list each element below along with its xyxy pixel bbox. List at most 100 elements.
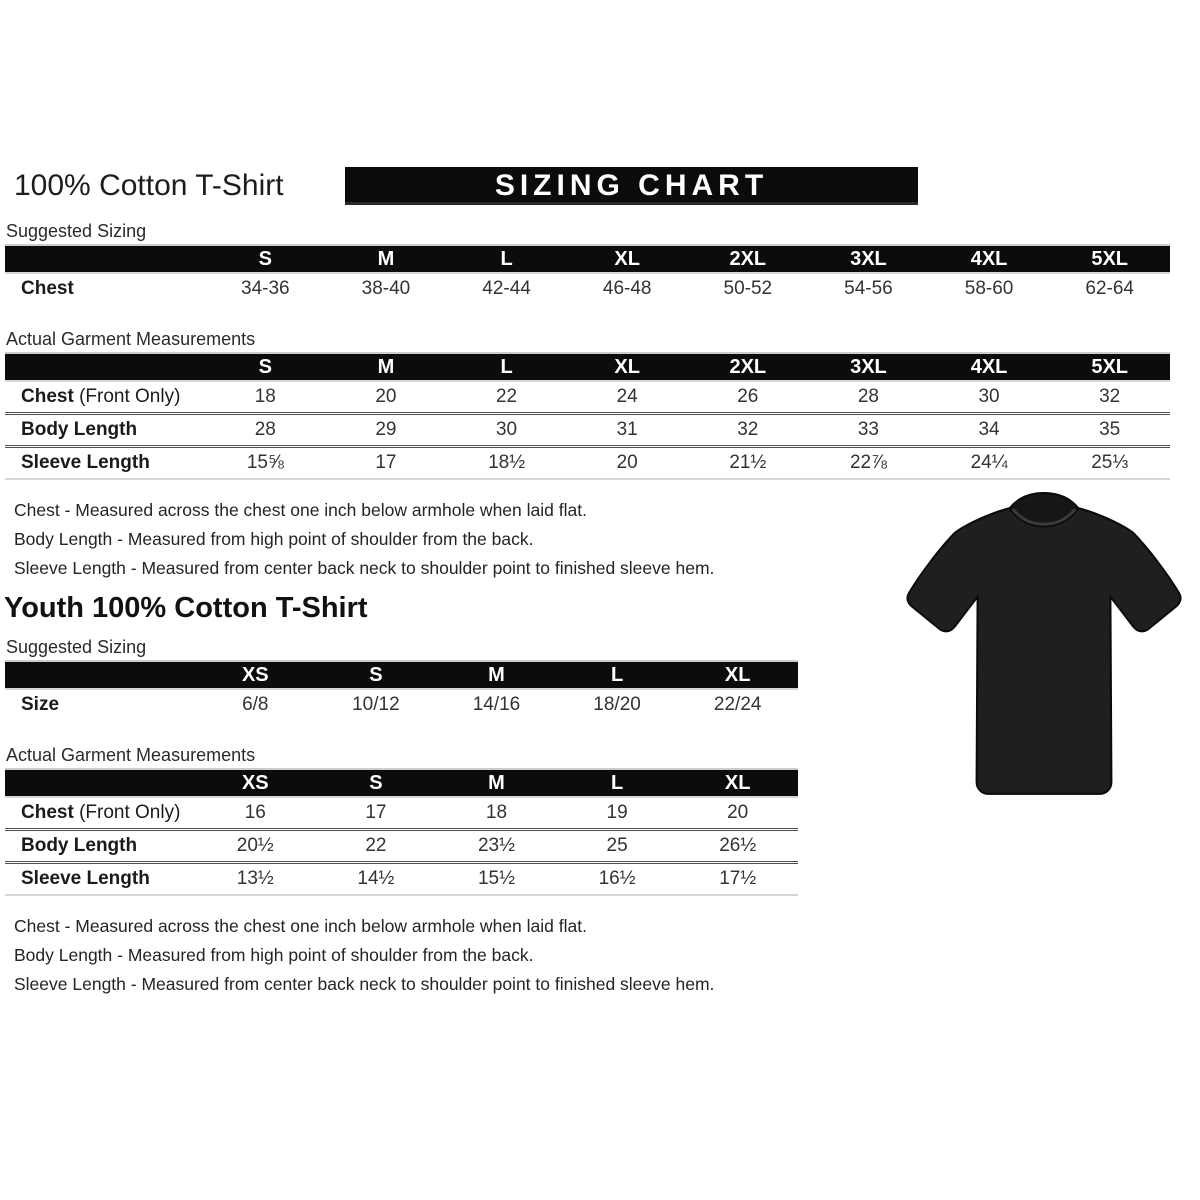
- table-cell: 25⅓: [1049, 445, 1170, 479]
- table-cell: 50-52: [723, 278, 773, 299]
- column-header: 5XL: [1049, 245, 1170, 274]
- table-cell: 16½: [556, 861, 678, 895]
- table-cell: 18/20: [593, 694, 641, 715]
- column-header: S: [315, 661, 437, 690]
- table-row: Sleeve Length 13½ 14½ 15½ 16½ 17½: [5, 861, 798, 895]
- youth-suggested-sizing-table: XS S M L XL Size 6/8 10/12 14/16 18/20 22/24: [5, 660, 798, 720]
- table-cell: 24: [616, 386, 638, 407]
- row-label: Chest: [21, 278, 74, 299]
- column-header: XL: [566, 245, 688, 274]
- table-cell: 58-60: [964, 278, 1014, 299]
- youth-section-title: Youth 100% Cotton T-Shirt: [4, 592, 368, 624]
- table-cell: 34: [928, 412, 1050, 447]
- table-cell: 20½: [195, 828, 316, 863]
- column-header: 5XL: [1049, 353, 1170, 382]
- note-line: Body Length - Measured from high point o…: [14, 945, 534, 965]
- table-row: Chest (Front Only) 18 20 22 24 26 28 30 32: [5, 381, 1170, 414]
- column-header: XL: [677, 769, 798, 798]
- table-row: Sleeve Length 15⅝ 17 18½ 20 21½ 22⅞ 24¼ 25⅓: [5, 445, 1170, 479]
- row-label: Body Length: [5, 828, 195, 863]
- page-title: 100% Cotton T-Shirt: [14, 169, 284, 202]
- table-cell: 22/24: [713, 694, 762, 715]
- column-header: L: [446, 353, 567, 382]
- column-header: XS: [195, 661, 316, 690]
- row-label: Sleeve Length: [5, 445, 205, 479]
- column-header: L: [556, 661, 678, 690]
- tshirt-seam-right: [1109, 596, 1135, 628]
- adult-suggested-sizing-label: Suggested Sizing: [6, 221, 147, 241]
- table-cell: 20: [375, 386, 397, 407]
- table-cell: 54-56: [844, 278, 893, 299]
- table-cell: 32: [687, 412, 809, 447]
- table-cell: 30: [446, 412, 567, 447]
- header-row: 100% Cotton T-Shirt SIZING CHART: [0, 167, 1200, 209]
- header-row: S M L XL 2XL 3XL 4XL 5XL: [5, 245, 1170, 274]
- corner-cell: [5, 353, 205, 382]
- note-line: Body Length - Measured from high point o…: [14, 529, 534, 549]
- adult-measurement-notes: Chest - Measured across the chest one in…: [14, 496, 1200, 583]
- table-cell: 38-40: [361, 278, 411, 299]
- table-cell: 35: [1049, 412, 1170, 447]
- table-cell: 25: [556, 828, 678, 863]
- table-row: Body Length 28 29 30 31 32 33 34 35: [5, 412, 1170, 447]
- table-cell: 24¼: [928, 445, 1050, 479]
- column-header: 3XL: [808, 353, 929, 382]
- table-cell: 20: [566, 445, 688, 479]
- row-label: Sleeve Length: [5, 861, 195, 895]
- table-row: Body Length 20½ 22 23½ 25 26½: [5, 828, 798, 863]
- header-row: XS S M L XL: [5, 661, 798, 690]
- content-area: 100% Cotton T-Shirt SIZING CHART Suggest…: [0, 167, 1200, 994]
- column-header: 2XL: [687, 353, 809, 382]
- table-cell: 23½: [436, 828, 557, 863]
- column-header: 3XL: [808, 245, 929, 274]
- table-cell: 14½: [315, 861, 437, 895]
- tshirt-seam-left: [953, 596, 979, 628]
- table-cell: 10/12: [352, 694, 400, 715]
- youth-suggested-sizing-label: Suggested Sizing: [6, 637, 147, 657]
- column-header: XS: [195, 769, 316, 798]
- column-header: L: [446, 245, 567, 274]
- table-cell: 62-64: [1085, 278, 1134, 299]
- table-cell: 26: [737, 386, 759, 407]
- table-cell: 32: [1099, 386, 1121, 407]
- table-cell: 28: [857, 386, 879, 407]
- column-header: S: [315, 769, 437, 798]
- table-cell: 17½: [677, 861, 798, 895]
- column-header: XL: [677, 661, 798, 690]
- column-header: M: [436, 661, 557, 690]
- row-label: Body Length: [5, 412, 205, 447]
- black-tshirt-photo-icon: [906, 492, 1182, 795]
- table-cell: 15⅝: [205, 445, 326, 479]
- header-row: S M L XL 2XL 3XL 4XL 5XL: [5, 353, 1170, 382]
- note-line: Chest - Measured across the chest one in…: [14, 916, 587, 936]
- tshirt-body: [906, 506, 1182, 795]
- table-cell: 26½: [677, 828, 798, 863]
- table-cell: 30: [978, 386, 1000, 407]
- table-cell: 22: [495, 386, 518, 407]
- row-label: Size: [21, 694, 60, 715]
- youth-actual-measurements-table: XS S M L XL Chest (Front Only) 16 17 18 19 20 Body …: [5, 768, 798, 896]
- table-cell: 22: [315, 828, 437, 863]
- row-label: Chest (Front Only): [21, 802, 181, 823]
- row-label: Chest (Front Only): [21, 386, 181, 407]
- table-cell: 16: [244, 802, 266, 823]
- table-cell: 18: [485, 802, 508, 823]
- sizing-chart-banner: SIZING CHART: [345, 167, 918, 205]
- table-cell: 6/8: [242, 694, 269, 715]
- table-cell: 42-44: [482, 278, 531, 299]
- table-cell: 34-36: [241, 278, 290, 299]
- table-cell: 22⅞: [808, 445, 929, 479]
- table-cell: 13½: [195, 861, 316, 895]
- table-cell: 18: [254, 386, 276, 407]
- note-line: Sleeve Length - Measured from center bac…: [14, 974, 715, 994]
- header-row: XS S M L XL: [5, 769, 798, 798]
- corner-cell: [5, 661, 195, 690]
- note-line: Sleeve Length - Measured from center bac…: [14, 558, 715, 578]
- table-cell: 33: [808, 412, 929, 447]
- table-cell: 18½: [446, 445, 567, 479]
- adult-actual-measurements-label: Actual Garment Measurements: [6, 329, 256, 349]
- table-cell: 20: [727, 802, 749, 823]
- youth-actual-measurements-label: Actual Garment Measurements: [6, 745, 256, 765]
- table-cell: 17: [325, 445, 447, 479]
